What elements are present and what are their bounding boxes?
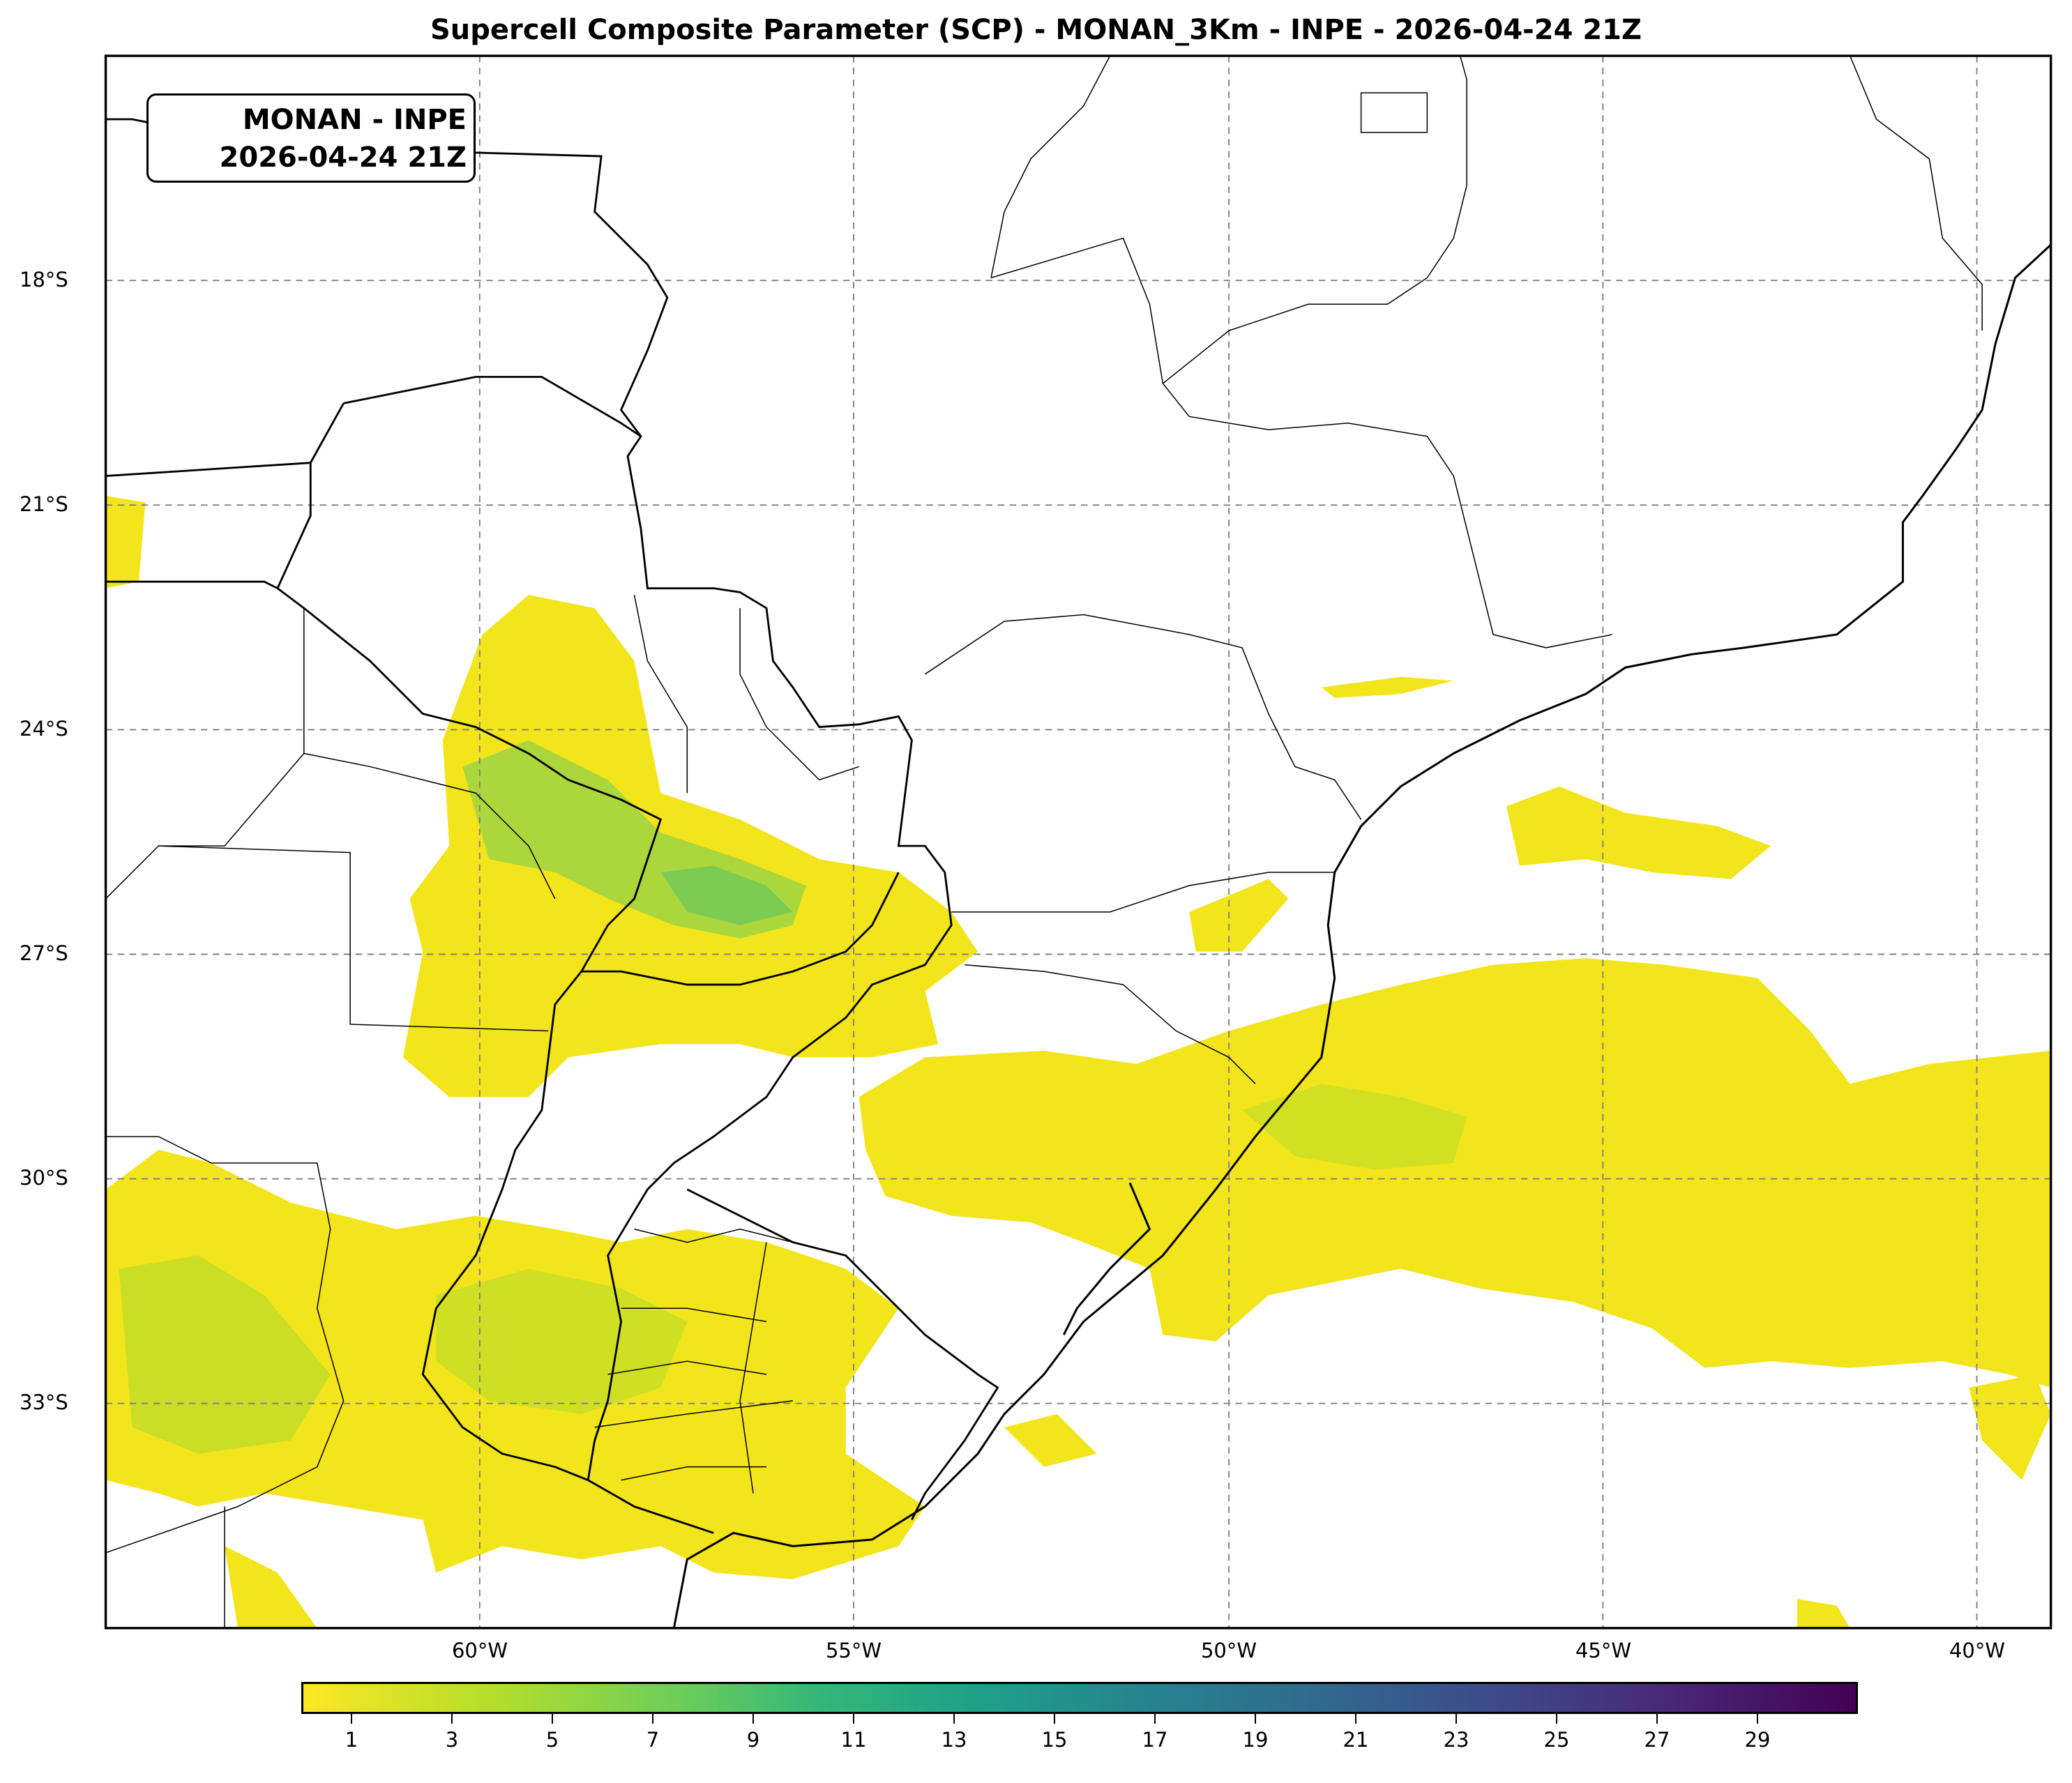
scp-patch-east-bottom	[1969, 1374, 2051, 1480]
scp-patch-rs	[1004, 1413, 1097, 1467]
colorbar-tick	[953, 1714, 955, 1724]
scp-region-east-core	[1242, 1084, 1467, 1170]
scp-region-north-core2	[660, 865, 793, 925]
colorbar-tick-label: 3	[445, 1728, 459, 1752]
scp-patch-farsouth	[1797, 1599, 1850, 1628]
colorbar-tick	[1757, 1714, 1758, 1724]
chart-title: Supercell Composite Parameter (SCP) - MO…	[430, 14, 1642, 46]
scp-patch-santa-catarina	[1189, 879, 1289, 952]
colorbar-tick-label: 7	[646, 1728, 660, 1752]
scp-field	[105, 496, 2051, 1628]
scp-region-east	[859, 958, 2051, 1388]
colorbar-tick-label: 13	[941, 1728, 967, 1752]
lon-label: 40°W	[1949, 1639, 2006, 1662]
annotation-line2: 2026-04-24 21Z	[219, 142, 467, 174]
lat-label: 27°S	[20, 941, 68, 965]
colorbar-tick	[1154, 1714, 1156, 1724]
state-borders	[105, 55, 1983, 1628]
map-frame	[104, 54, 2052, 1630]
scp-patch-bottomleft	[225, 1546, 317, 1628]
colorbar-tick-label: 15	[1041, 1728, 1068, 1752]
coastline	[672, 243, 2052, 1629]
colorbar-tick	[1455, 1714, 1457, 1724]
colorbar-tick	[351, 1714, 352, 1724]
lat-label: 30°S	[20, 1166, 68, 1190]
model-annotation-box: MONAN - INPE 2026-04-24 21Z	[146, 93, 476, 183]
colorbar-tick-label: 11	[840, 1728, 867, 1752]
scp-patch-left	[105, 496, 146, 589]
colorbar-tick	[1255, 1714, 1256, 1724]
colorbar-tick	[853, 1714, 854, 1724]
colorbar-tick	[1355, 1714, 1356, 1724]
country-borders	[105, 118, 999, 1534]
lat-label: 24°S	[20, 717, 68, 741]
colorbar-tick	[1656, 1714, 1658, 1724]
colorbar-tick	[1054, 1714, 1055, 1724]
colorbar-tick-label: 23	[1443, 1728, 1469, 1752]
colorbar-tick	[652, 1714, 653, 1724]
colorbar-tick	[451, 1714, 453, 1724]
colorbar-tick-label: 17	[1142, 1728, 1168, 1752]
gridlines	[105, 56, 2051, 1628]
colorbar-tick-label: 21	[1343, 1728, 1369, 1752]
lat-label: 33°S	[20, 1390, 68, 1414]
lon-label: 60°W	[451, 1639, 508, 1662]
colorbar-tick-label: 25	[1543, 1728, 1570, 1752]
scp-patch-se	[1506, 786, 1771, 879]
colorbar-tick	[753, 1714, 754, 1724]
colorbar-tick	[1556, 1714, 1557, 1724]
lat-label: 18°S	[20, 268, 68, 291]
colorbar-tick-label: 19	[1242, 1728, 1269, 1752]
lon-label: 50°W	[1200, 1639, 1257, 1662]
colorbar-tick-label: 27	[1644, 1728, 1670, 1752]
colorbar-tick	[552, 1714, 553, 1724]
lon-label: 45°W	[1575, 1639, 1632, 1662]
colorbar	[301, 1682, 1858, 1714]
lon-label: 55°W	[825, 1639, 882, 1662]
scp-region-uruguay-core	[436, 1268, 688, 1414]
colorbar-tick-label: 1	[345, 1728, 358, 1752]
annotation-line1: MONAN - INPE	[242, 104, 467, 136]
colorbar-tick-label: 9	[746, 1728, 760, 1752]
scp-patch-coast	[1321, 676, 1454, 698]
colorbar-tick-label: 5	[545, 1728, 559, 1752]
lat-label: 21°S	[20, 492, 68, 516]
colorbar-tick-label: 29	[1744, 1728, 1771, 1752]
